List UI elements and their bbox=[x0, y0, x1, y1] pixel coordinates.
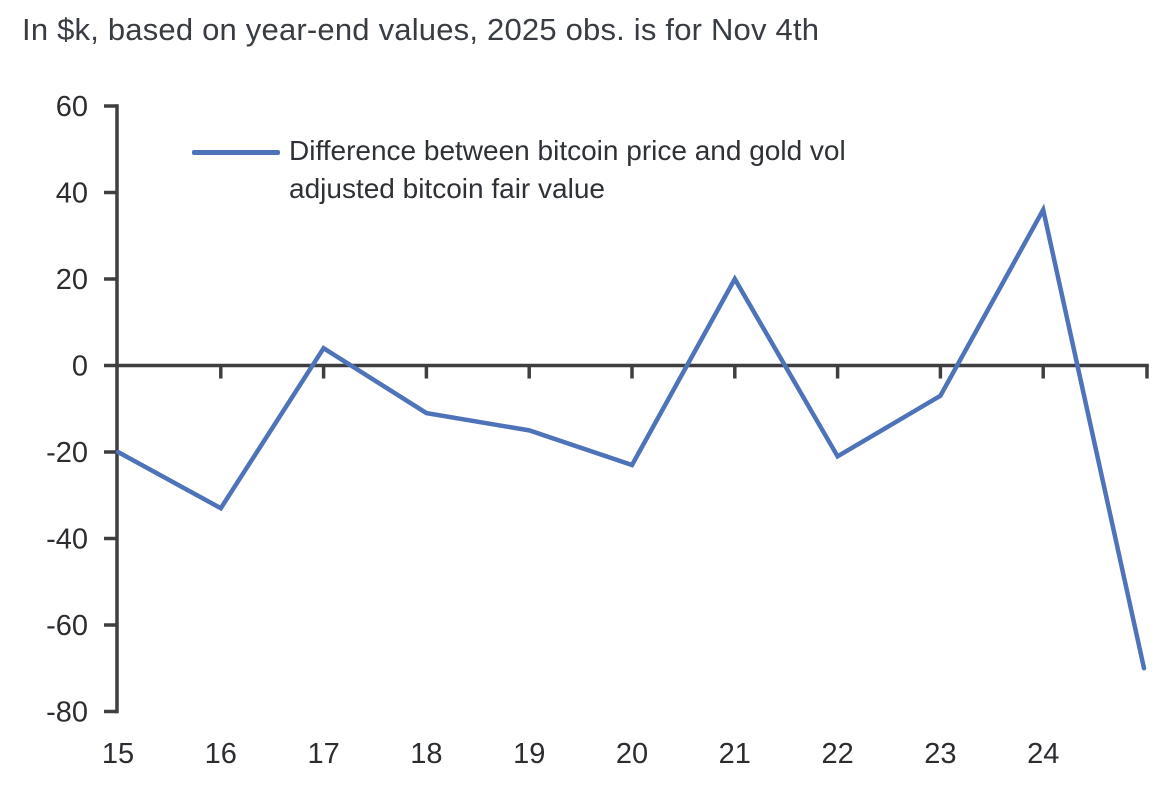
legend: Difference between bitcoin price and gol… bbox=[192, 132, 846, 208]
y-axis-tick-label: -60 bbox=[46, 610, 88, 642]
x-axis-tick-label: 23 bbox=[924, 738, 956, 770]
x-axis-tick-label: 22 bbox=[821, 738, 853, 770]
series-line-difference bbox=[115, 203, 1147, 671]
legend-line-swatch bbox=[192, 150, 280, 155]
y-axis-tick-label: -80 bbox=[46, 697, 88, 729]
x-axis-tick-label: 19 bbox=[513, 738, 545, 770]
x-axis-tick-label: 20 bbox=[616, 738, 648, 770]
y-axis-tick-label: 20 bbox=[56, 264, 88, 296]
y-axis-tick-label: 60 bbox=[56, 91, 88, 123]
x-axis-tick-label: 21 bbox=[719, 738, 751, 770]
x-axis-tick-label: 24 bbox=[1027, 738, 1059, 770]
x-axis-tick-label: 15 bbox=[102, 738, 134, 770]
y-axis-tick-label: -40 bbox=[46, 524, 88, 556]
y-axis-tick-label: 0 bbox=[72, 351, 88, 383]
y-axis-tick-label: 40 bbox=[56, 178, 88, 210]
x-axis-tick-label: 17 bbox=[307, 738, 339, 770]
y-axis-tick-label: -20 bbox=[46, 437, 88, 469]
legend-label-line-2: adjusted bitcoin fair value bbox=[289, 173, 605, 204]
x-axis-tick-label: 18 bbox=[410, 738, 442, 770]
x-axis-tick-label: 16 bbox=[205, 738, 237, 770]
legend-label: Difference between bitcoin price and gol… bbox=[289, 132, 846, 208]
legend-label-line-1: Difference between bitcoin price and gol… bbox=[289, 135, 846, 166]
chart-title: In $k, based on year-end values, 2025 ob… bbox=[22, 12, 820, 47]
